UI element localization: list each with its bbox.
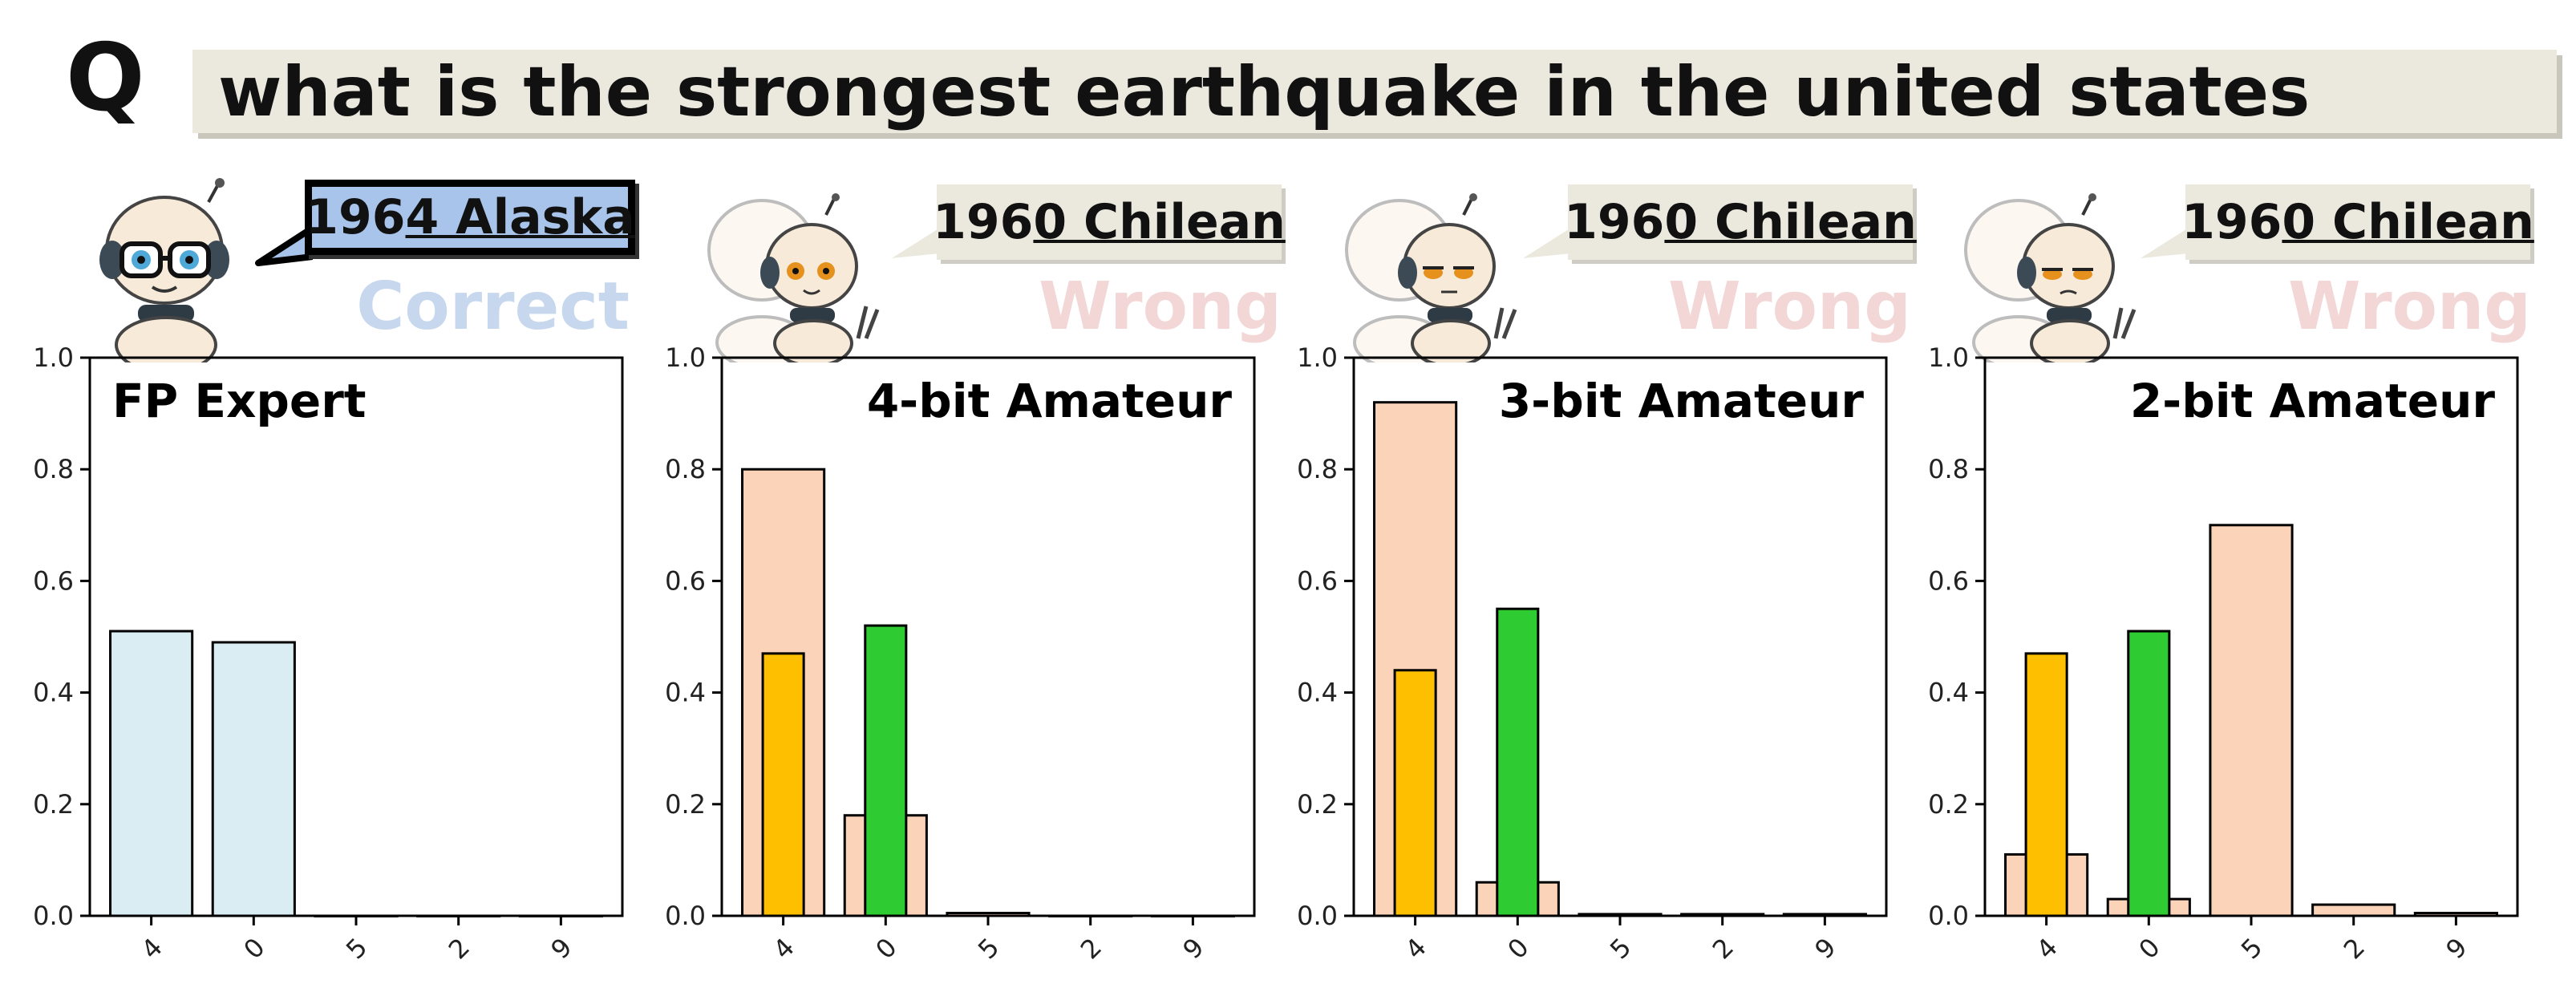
ytick-label-1-3: 0.6 <box>665 565 706 596</box>
chart-title-3: 2-bit Amateur <box>2130 374 2496 428</box>
xtick-label-1-0: 4 <box>768 932 800 965</box>
answer-prefix: 196 <box>305 189 406 245</box>
chart-title-1: 4-bit Amateur <box>867 374 1233 428</box>
answer-bubble-4bit: 196 0 Chilean <box>933 184 1286 260</box>
ytick-label-3-3: 0.6 <box>1928 565 1969 596</box>
xtick-label-3-0: 4 <box>2031 932 2064 965</box>
verdict-label-2bit: Wrong <box>2288 269 2531 345</box>
xtick-label-3-4: 9 <box>2440 932 2473 965</box>
ytick-label-2-0: 0.0 <box>1297 901 1338 931</box>
answer-underlined: 4 Alaska <box>405 189 635 245</box>
ytick-label-0-1: 0.2 <box>33 789 74 820</box>
ytick-label-2-3: 0.6 <box>1297 565 1338 596</box>
bar-1-1-1 <box>864 624 908 917</box>
question-text: what is the strongest earthquake in the … <box>218 52 2311 132</box>
ytick-label-2-1: 0.2 <box>1297 789 1338 820</box>
amateur-robot-3bit-icon <box>1345 193 1517 362</box>
ytick-label-3-1: 0.2 <box>1928 789 1969 820</box>
bar-1-1-0 <box>761 652 805 917</box>
ytick-label-1-1: 0.2 <box>665 789 706 820</box>
answer-bubble-3bit: 196 0 Chilean <box>1564 184 1917 260</box>
xtick-label-1-1: 0 <box>869 932 902 965</box>
xtick-label-1-3: 2 <box>1075 932 1108 965</box>
xtick-label-2-1: 0 <box>1501 932 1534 965</box>
amateur-robot-2bit-icon <box>1964 193 2137 362</box>
verdict-label-4bit: Wrong <box>1039 269 1282 345</box>
answer-prefix: 196 <box>2181 194 2282 250</box>
amateur-robot-4bit-icon <box>707 193 880 362</box>
answer-bubble-expert: 196 4 Alaska <box>305 180 635 255</box>
xtick-label-2-3: 2 <box>1707 932 1740 965</box>
question-label: Q <box>66 24 145 132</box>
expert-robot-icon <box>99 178 229 362</box>
xtick-label-3-1: 0 <box>2132 932 2165 965</box>
ytick-label-3-5: 1.0 <box>1928 342 1969 373</box>
answer-underlined: 0 Chilean <box>1033 194 1286 250</box>
ytick-label-1-0: 0.0 <box>665 901 706 931</box>
ytick-label-0-0: 0.0 <box>33 901 74 931</box>
ytick-label-3-4: 0.8 <box>1928 454 1969 484</box>
xtick-label-0-1: 0 <box>237 932 270 965</box>
ytick-label-2-2: 0.4 <box>1297 678 1338 708</box>
ytick-label-0-3: 0.6 <box>33 565 74 596</box>
chart-title-0: FP Expert <box>112 374 367 428</box>
xtick-label-0-3: 2 <box>443 932 476 965</box>
ytick-label-3-2: 0.4 <box>1928 678 1969 708</box>
xtick-label-0-2: 5 <box>340 932 373 965</box>
bar-3-1-0 <box>2024 652 2068 917</box>
answer-underlined: 0 Chilean <box>1664 194 1917 250</box>
xtick-label-2-2: 5 <box>1604 932 1637 965</box>
bubble-tail-expert <box>255 226 313 266</box>
bar-3-0-3 <box>2311 903 2396 917</box>
answer-prefix: 196 <box>933 194 1034 250</box>
bubble-tail-4bit <box>892 228 940 258</box>
xtick-label-1-2: 5 <box>972 932 1005 965</box>
xtick-label-3-2: 5 <box>2235 932 2268 965</box>
verdict-label-expert: Correct <box>356 269 630 345</box>
question-box: what is the strongest earthquake in the … <box>192 50 2557 133</box>
ytick-label-1-5: 1.0 <box>665 342 706 373</box>
ytick-label-0-2: 0.4 <box>33 678 74 708</box>
ytick-label-0-4: 0.8 <box>33 454 74 484</box>
bar-0-0-0 <box>109 630 194 917</box>
chart-title-2: 3-bit Amateur <box>1499 374 1865 428</box>
answer-prefix: 196 <box>1564 194 1665 250</box>
bar-2-1-1 <box>1496 607 1540 917</box>
xtick-label-2-4: 9 <box>1808 932 1841 965</box>
xtick-label-2-0: 4 <box>1399 932 1432 965</box>
ytick-label-0-5: 1.0 <box>33 342 74 373</box>
answer-underlined: 0 Chilean <box>2282 194 2534 250</box>
bubble-tail-3bit <box>1523 228 1571 258</box>
ytick-label-1-4: 0.8 <box>665 454 706 484</box>
bubble-tail-2bit <box>2141 228 2189 258</box>
xtick-label-3-3: 2 <box>2338 932 2371 965</box>
bar-0-0-1 <box>211 641 296 917</box>
verdict-label-3bit: Wrong <box>1668 269 1911 345</box>
bar-3-0-2 <box>2209 524 2294 917</box>
bar-3-1-1 <box>2127 630 2171 917</box>
ytick-label-1-2: 0.4 <box>665 678 706 708</box>
xtick-label-0-0: 4 <box>136 932 168 965</box>
xtick-label-1-4: 9 <box>1177 932 1209 965</box>
ytick-label-3-0: 0.0 <box>1928 901 1969 931</box>
ytick-label-2-5: 1.0 <box>1297 342 1338 373</box>
answer-bubble-2bit: 196 0 Chilean <box>2181 184 2534 260</box>
xtick-label-0-4: 9 <box>545 932 577 965</box>
bar-2-1-0 <box>1393 669 1437 917</box>
ytick-label-2-4: 0.8 <box>1297 454 1338 484</box>
